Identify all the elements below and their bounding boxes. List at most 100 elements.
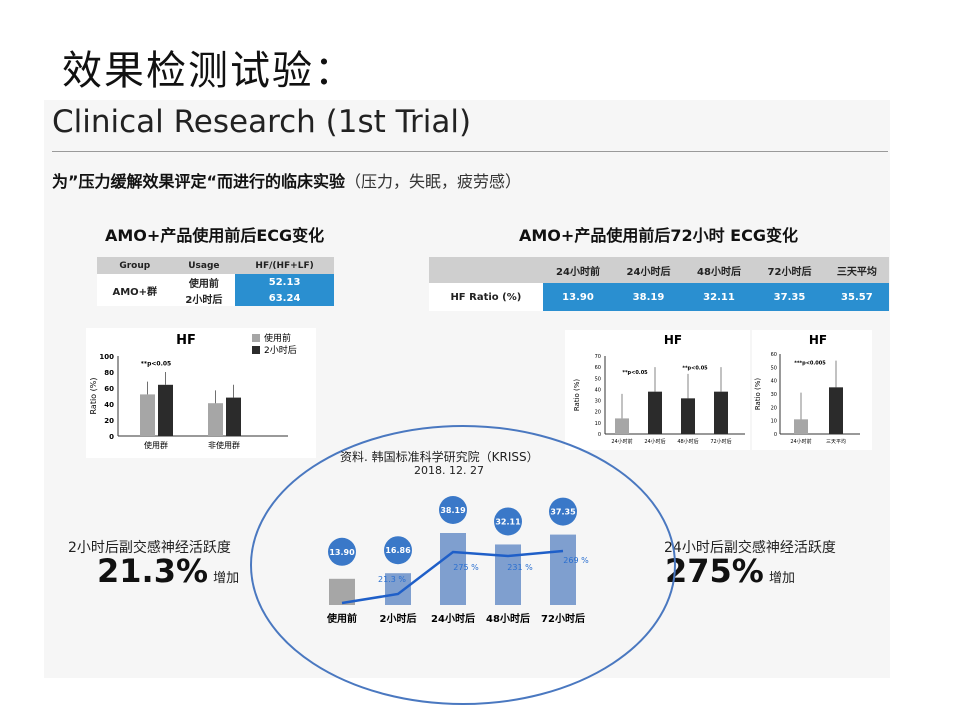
chart-title: HF [664, 333, 682, 347]
bar [615, 418, 629, 434]
x-tick-label: 24小时后 [644, 438, 665, 445]
y-axis-label: Ratio (%) [754, 378, 762, 411]
bar [495, 544, 521, 605]
legend-label: 2小时后 [264, 344, 297, 356]
x-tick-label: 48小时后 [486, 612, 530, 625]
source-line1: 资料. 韩国标准科学研究院（KRISS） [340, 450, 539, 464]
y-axis-label: Ratio (%) [573, 379, 581, 412]
value-bubble [494, 507, 522, 536]
table-header-empty [429, 257, 543, 283]
left-metric-label: 2小时后副交感神经活跃度 [68, 540, 231, 556]
bar [829, 387, 843, 434]
right-metric: 275% 增加 [665, 552, 795, 590]
x-tick-label: 24小时后 [431, 612, 475, 625]
right-metric-label: 24小时后副交感神经活跃度 [664, 540, 836, 556]
value-cell: 63.24 [235, 290, 334, 306]
y-tick-label: 30 [771, 392, 777, 398]
hf-chart-72h: HF 0 10 20 30 40 50 60 70 Ratio (%) 24小时前 24小时后 48小时… [565, 330, 750, 450]
value-label: 37.35 [550, 508, 576, 517]
percent-label: 231 % [507, 563, 533, 572]
y-tick-label: 40 [771, 379, 777, 385]
table-header: 72小时后 [754, 257, 825, 283]
subtitle-light: （压力，失眠，疲劳感） [345, 172, 522, 191]
value-cell: 13.90 [542, 283, 614, 311]
percent-label: 275 % [453, 563, 479, 572]
y-tick-label: 60 [771, 352, 777, 358]
y-tick-label: 10 [771, 419, 777, 425]
chart-title: HF [809, 333, 827, 347]
page-title: 效果检测试验： [62, 48, 356, 94]
value-cell: 32.11 [683, 283, 755, 311]
bar [714, 391, 728, 434]
y-tick-label: 20 [104, 417, 114, 425]
bar [681, 398, 695, 434]
left-ecg-table: Group Usage HF/(HF+LF) AMO+群 使用前 52.13 2… [97, 257, 334, 306]
hf-chart-avg: HF 0 10 20 30 40 50 60 Ratio (%) 24小时前 三天平均 ***p<0.… [752, 330, 872, 450]
value-cell: 35.57 [824, 283, 889, 311]
table-header: 三天平均 [824, 257, 889, 283]
value-label: 32.11 [495, 517, 521, 526]
value-cell: 38.19 [613, 283, 684, 311]
value-bubble [328, 537, 356, 566]
y-tick-label: 70 [595, 354, 601, 360]
y-tick-label: 0 [109, 433, 114, 441]
right-metric-value: 275% [665, 552, 764, 590]
legend-swatch [252, 346, 260, 354]
bar [208, 403, 223, 436]
x-tick-label: 三天平均 [826, 438, 846, 445]
percent-label: 21.3 % [378, 575, 406, 584]
left-metric: 21.3% 增加 [97, 552, 239, 590]
kriss-chart-oval: 13.90 使用前 16.86 2小时后 38.19 24小时后 32.11 48小时后 37.… [250, 425, 676, 705]
table-header: Group [97, 257, 173, 274]
value-cell: 52.13 [235, 274, 334, 290]
y-tick-label: 50 [771, 365, 777, 371]
y-tick-label: 30 [595, 399, 601, 405]
legend-label: 使用前 [264, 332, 291, 344]
y-tick-label: 20 [595, 410, 601, 416]
hf-chart-groups: HF 0 20 40 60 80 100 Ratio (%) 使用群 非使用群 **p<0.05 使用… [86, 328, 316, 458]
x-tick-label: 使用前 [326, 612, 357, 625]
y-tick-label: 10 [595, 421, 601, 427]
subtitle: 为”压力缓解效果评定“而进行的临床实验（压力，失眠，疲劳感） [52, 168, 521, 192]
x-tick-label: 2小时后 [380, 612, 417, 625]
left-metric-suffix: 增加 [213, 571, 240, 586]
value-bubble [549, 497, 577, 526]
x-tick-label: 使用群 [144, 440, 168, 450]
bar [158, 384, 173, 436]
value-label: 16.86 [385, 546, 411, 555]
y-tick-label: 100 [99, 353, 114, 361]
y-tick-label: 40 [595, 387, 601, 393]
x-tick-label: 72小时后 [541, 612, 585, 625]
x-tick-label: 24小时前 [790, 438, 811, 445]
value-cell: 37.35 [754, 283, 825, 311]
usage-cell: 2小时后 [172, 290, 236, 306]
right-metric-suffix: 增加 [768, 571, 795, 586]
significance-label: **p<0.05 [141, 361, 171, 368]
significance-label: **p<0.05 [622, 370, 648, 376]
usage-cell: 使用前 [172, 274, 236, 290]
left-metric-value: 21.3% [97, 552, 209, 590]
right-ecg-table: 24小时前 24小时后 48小时后 72小时后 三天平均 HF Ratio (%… [429, 257, 889, 311]
section-title: Clinical Research (1st Trial) [52, 104, 472, 140]
y-tick-label: 20 [771, 405, 777, 411]
y-tick-label: 0 [598, 432, 601, 438]
trend-line [341, 549, 564, 605]
value-label: 13.90 [329, 548, 355, 557]
y-axis-label: Ratio (%) [89, 378, 98, 415]
group-cell: AMO+群 [97, 274, 173, 306]
significance-label: **p<0.05 [682, 365, 708, 371]
left-table-title: AMO+产品使用前后ECG变化 [105, 226, 325, 245]
bar [550, 534, 576, 605]
table-header: 24小时后 [613, 257, 684, 283]
x-tick-label: 48小时后 [677, 438, 698, 445]
bar [440, 533, 466, 605]
value-label: 38.19 [440, 506, 466, 515]
value-bubble [384, 536, 412, 565]
x-tick-label: 72小时后 [710, 438, 731, 445]
table-header: 48小时后 [683, 257, 755, 283]
table-header: 24小时前 [542, 257, 614, 283]
y-tick-label: 60 [595, 365, 601, 371]
chart-title: HF [176, 333, 196, 348]
bar [794, 419, 808, 434]
table-header: HF/(HF+LF) [235, 257, 334, 274]
